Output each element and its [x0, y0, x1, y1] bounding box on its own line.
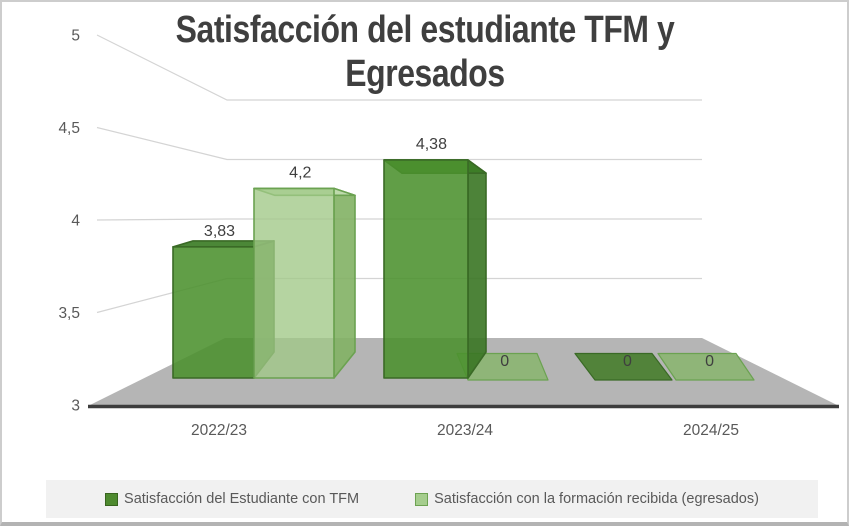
value-label-2024/25-serie1: 0	[623, 353, 632, 370]
y-tick-label-3: 3	[71, 398, 80, 415]
chart-legend: Satisfacción del Estudiante con TFM Sati…	[46, 480, 818, 518]
legend-item-serie2[interactable]: Satisfacción con la formación recibida (…	[415, 491, 759, 507]
value-label-2023/24-serie1: 4,38	[416, 136, 447, 153]
gridline-4	[96, 218, 702, 221]
bar-front-face	[253, 187, 335, 379]
legend-item-serie1[interactable]: Satisfacción del Estudiante con TFM	[105, 491, 359, 507]
y-tick-label-4,5: 4,5	[58, 120, 80, 137]
y-tick-label-5: 5	[71, 28, 80, 45]
bar-2024/25-serie1[interactable]: 0	[574, 352, 673, 381]
bar-side-face	[333, 187, 356, 379]
bar-flat-face	[574, 352, 673, 381]
value-label-2022/23-serie1: 3,83	[204, 223, 235, 240]
bar-2022/23-serie2[interactable]: 4,2	[253, 164, 356, 379]
legend-label-serie2: Satisfacción con la formación recibida (…	[434, 491, 759, 507]
bar-2023/24-serie1[interactable]: 4,38	[383, 136, 487, 379]
category-label-2024/25: 2024/25	[683, 422, 739, 439]
y-tick-label-4: 4	[71, 213, 80, 230]
gridline-4,5	[96, 126, 702, 161]
gridline-5	[96, 34, 702, 101]
category-label-2023/24: 2023/24	[437, 422, 493, 439]
bar-front-face	[383, 159, 469, 379]
legend-label-serie1: Satisfacción del Estudiante con TFM	[124, 491, 360, 507]
bar-2024/25-serie2[interactable]: 0	[657, 352, 755, 381]
plot-area: 3,83 4,2 0 4,38 0 0 3 3,5 4 4,5 5 2022/23 2023/24 202…	[58, 28, 839, 439]
category-label-2022/23: 2022/23	[191, 422, 247, 439]
bar-side-face	[467, 159, 487, 379]
value-label-2022/23-serie2: 4,2	[289, 164, 311, 181]
value-label-2024/25-serie2: 0	[705, 353, 714, 370]
legend-swatch-serie1-icon	[105, 492, 119, 506]
legend-swatch-serie2-icon	[415, 492, 429, 506]
bar-front-face	[172, 246, 255, 379]
y-tick-label-3,5: 3,5	[58, 305, 80, 322]
bar-flat-face	[657, 352, 755, 381]
value-label-2023/24-serie2: 0	[500, 353, 509, 370]
